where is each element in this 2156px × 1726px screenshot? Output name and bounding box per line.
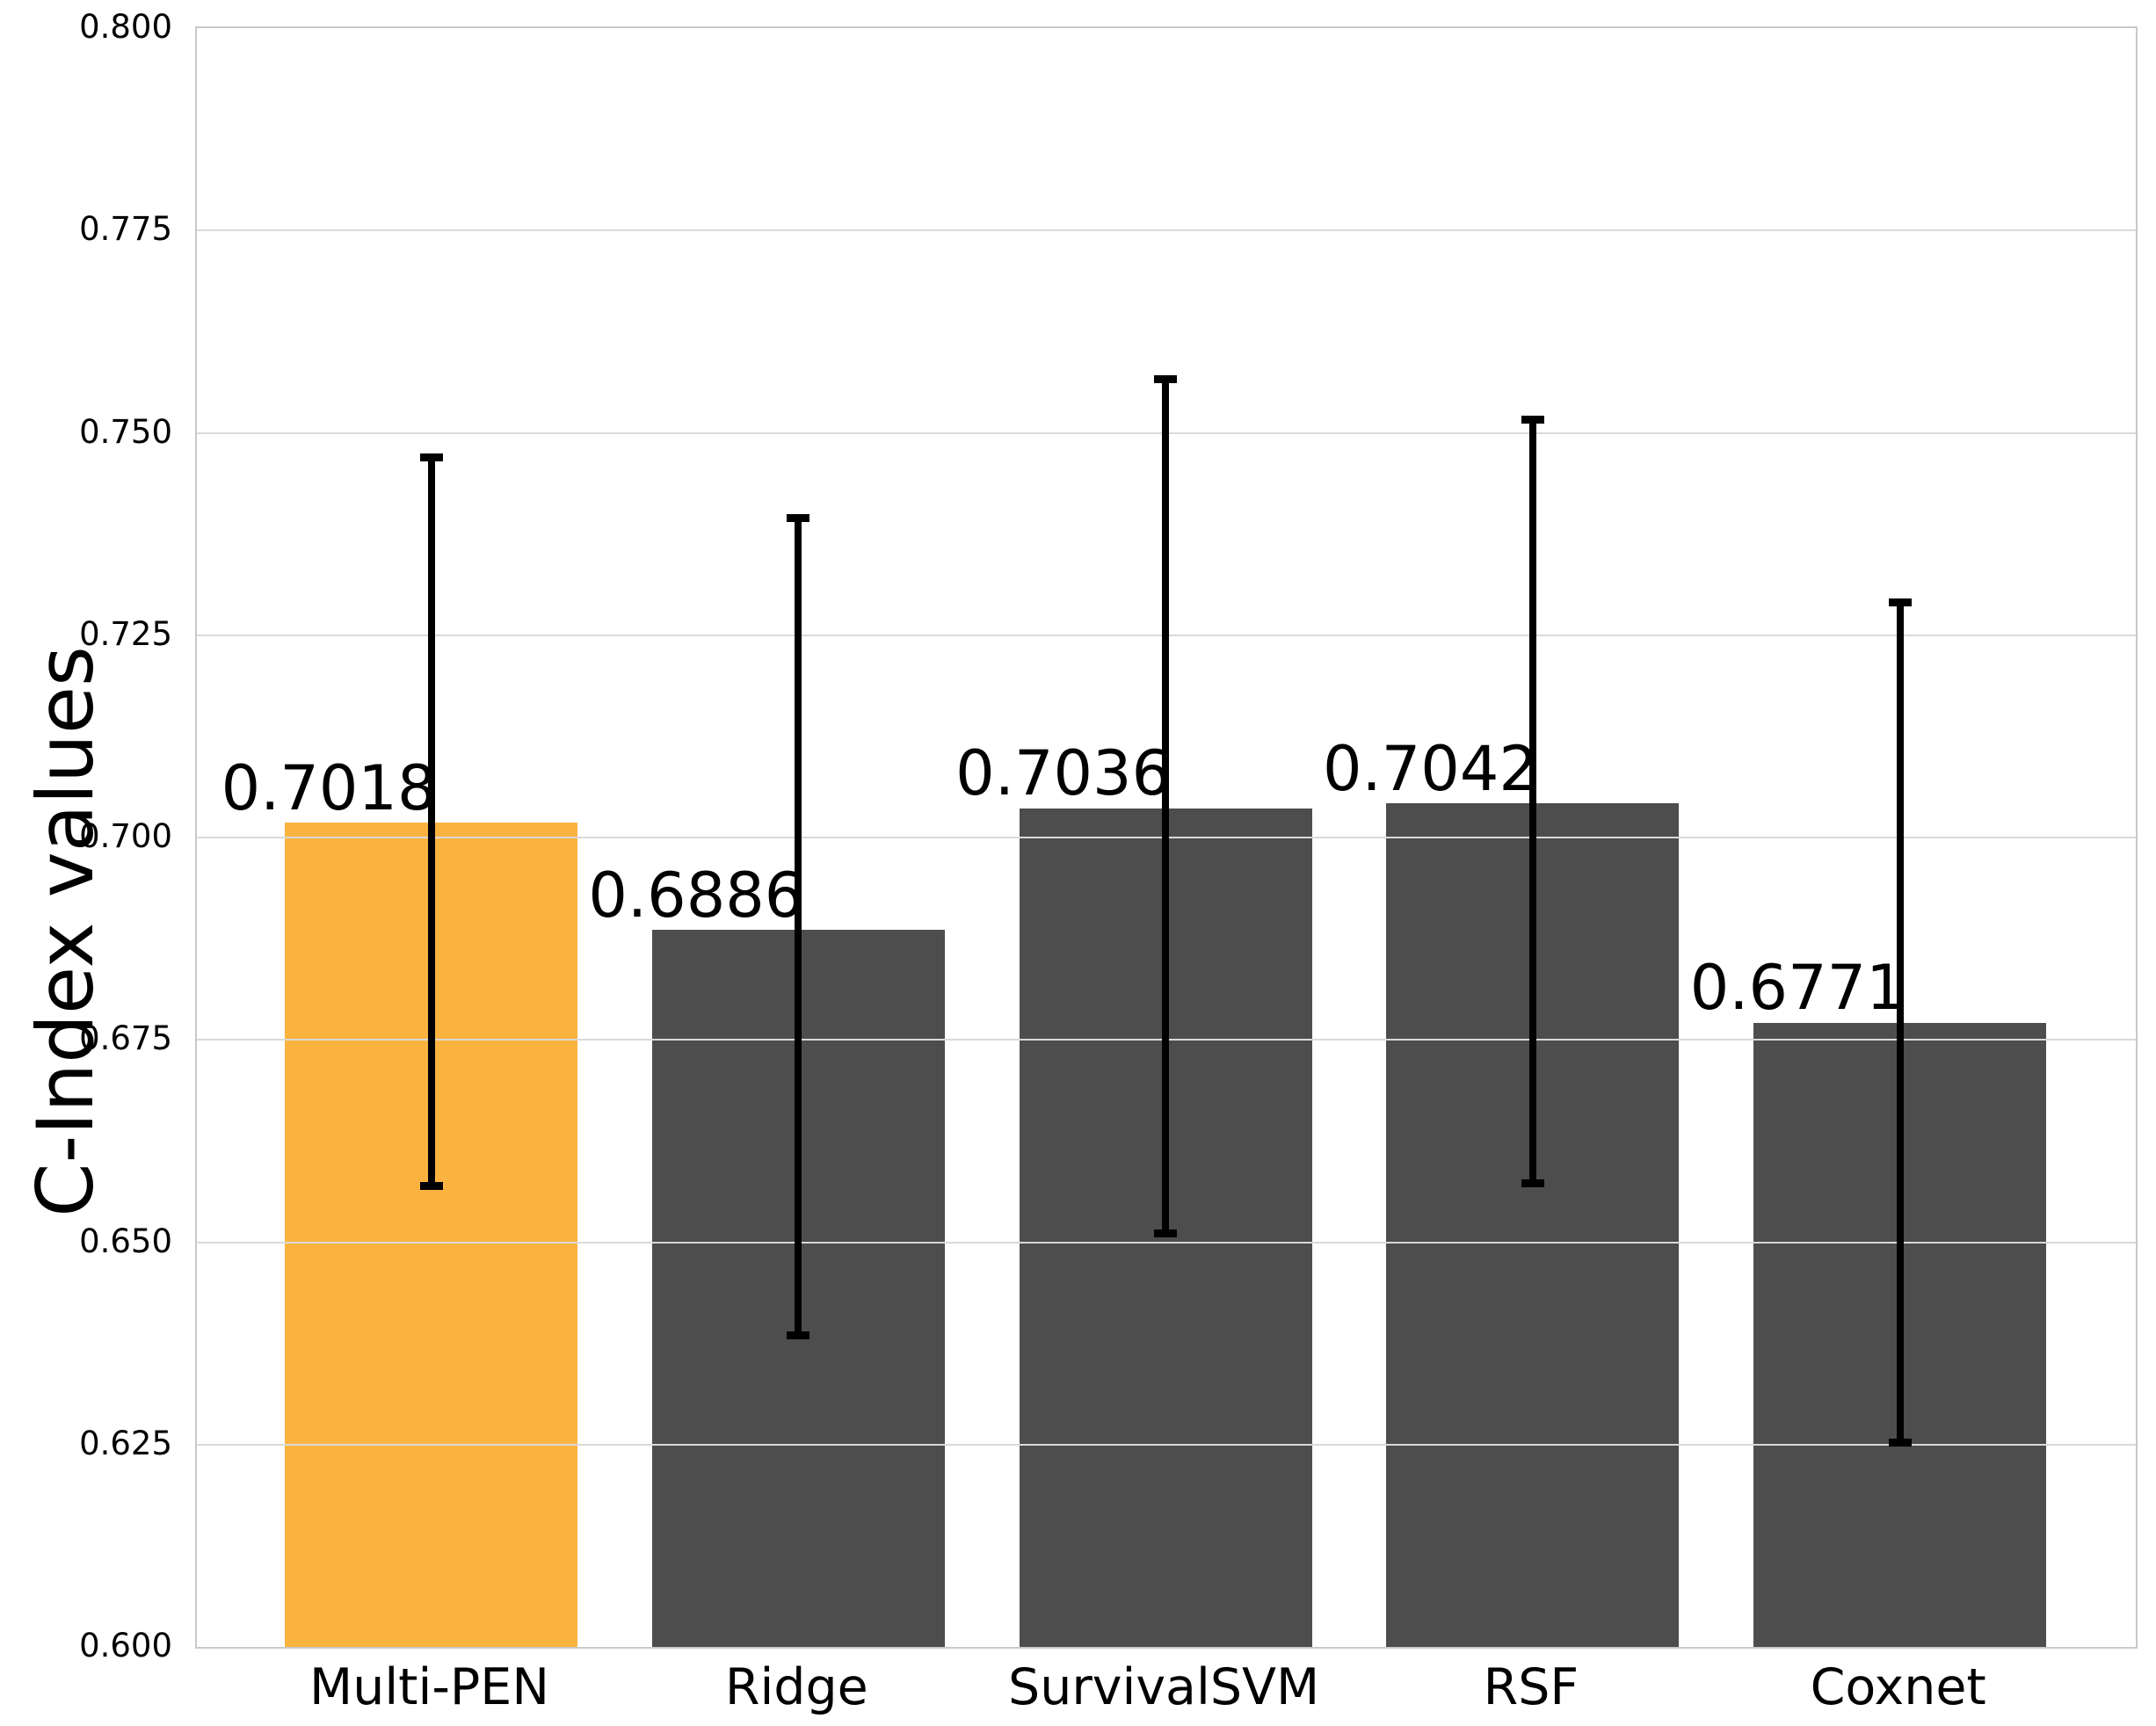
- y-axis-title: C-Index values: [20, 646, 111, 1217]
- errorbar-cap-bottom-rsf: [1521, 1179, 1544, 1188]
- plot-area: [195, 26, 2138, 1649]
- gridline-0.625: [197, 1443, 2136, 1446]
- y-tick-0.750: 0.750: [79, 412, 172, 451]
- errorbar-stem-multi-pen: [427, 457, 435, 1186]
- errorbar-cap-top-ridge: [787, 514, 810, 523]
- errorbar-cap-top-rsf: [1521, 415, 1544, 424]
- errorbar-cap-bottom-multi-pen: [419, 1181, 443, 1190]
- x-tick-ridge: Ridge: [724, 1658, 868, 1716]
- x-tick-multi-pen: Multi-PEN: [309, 1658, 549, 1716]
- errorbar-cap-top-multi-pen: [419, 453, 443, 462]
- errorbar-stem-coxnet: [1896, 601, 1904, 1443]
- errorbar-stem-rsf: [1528, 418, 1536, 1185]
- y-tick-0.775: 0.775: [79, 210, 172, 249]
- x-tick-survivalsvm: SurvivalSVM: [1008, 1658, 1320, 1716]
- y-tick-0.675: 0.675: [79, 1019, 172, 1058]
- y-tick-0.725: 0.725: [79, 614, 172, 653]
- value-label-ridge: 0.6886: [588, 859, 804, 932]
- y-tick-0.800: 0.800: [79, 8, 172, 46]
- errorbar-stem-ridge: [795, 518, 802, 1337]
- errorbar-cap-bottom-survivalsvm: [1154, 1229, 1178, 1238]
- gridline-0.775: [197, 229, 2136, 232]
- errorbar-cap-bottom-ridge: [787, 1331, 810, 1340]
- gridline-0.650: [197, 1241, 2136, 1244]
- value-label-coxnet: 0.6771: [1689, 952, 1906, 1025]
- y-tick-0.700: 0.700: [79, 817, 172, 855]
- y-tick-0.650: 0.650: [79, 1222, 172, 1260]
- value-label-multi-pen: 0.7018: [221, 751, 437, 824]
- value-label-rsf: 0.7042: [1322, 732, 1538, 805]
- errorbar-cap-top-survivalsvm: [1154, 374, 1178, 383]
- errorbar-cap-bottom-coxnet: [1888, 1438, 1912, 1447]
- errorbar-stem-survivalsvm: [1162, 378, 1170, 1235]
- x-tick-rsf: RSF: [1483, 1658, 1579, 1716]
- x-tick-coxnet: Coxnet: [1810, 1658, 1986, 1716]
- value-label-survivalsvm: 0.7036: [955, 737, 1172, 810]
- y-tick-0.600: 0.600: [79, 1627, 172, 1664]
- errorbar-cap-top-coxnet: [1888, 598, 1912, 606]
- y-tick-0.625: 0.625: [79, 1424, 172, 1462]
